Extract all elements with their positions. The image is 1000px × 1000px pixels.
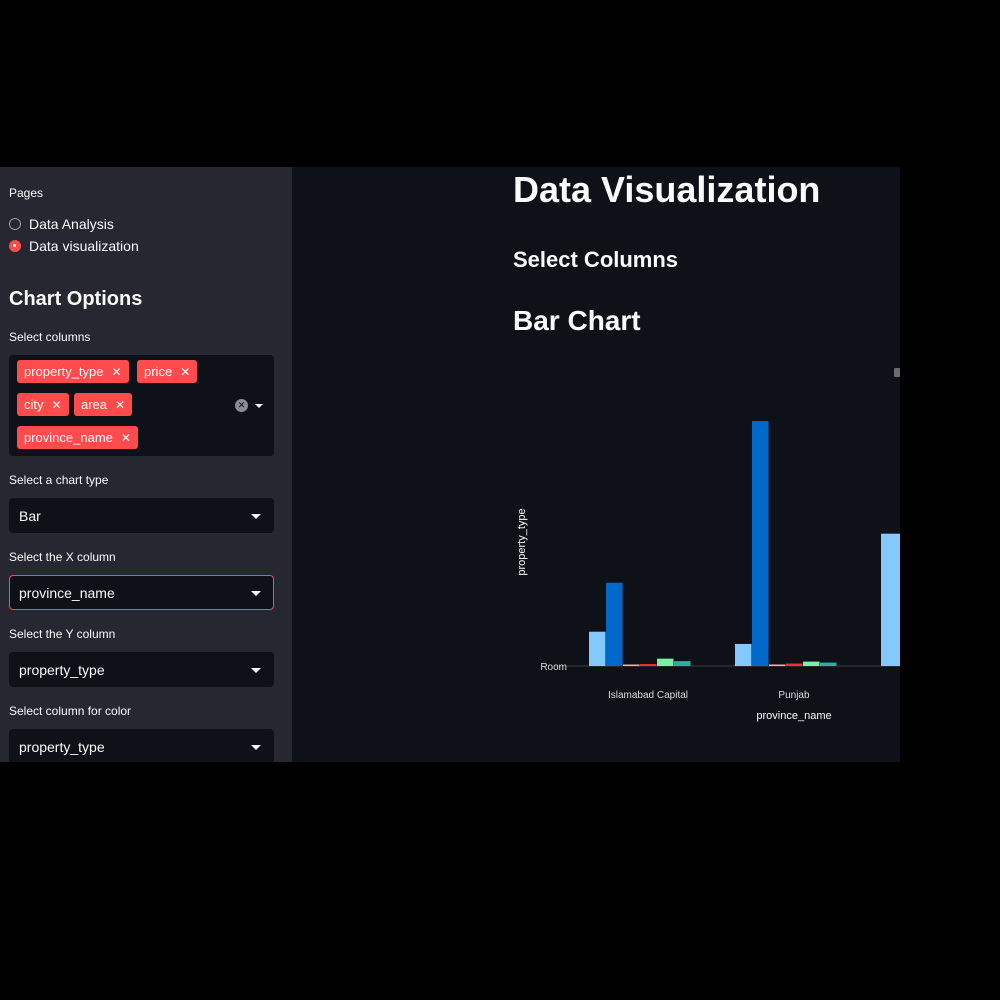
column-tag: city ✕	[17, 393, 69, 416]
chart-type-label: Select a chart type	[9, 473, 109, 487]
radio-label: Data Analysis	[29, 216, 114, 232]
page-title: Data Visualization	[513, 169, 821, 210]
bar	[674, 661, 691, 666]
close-icon[interactable]: ✕	[51, 397, 62, 412]
bar	[735, 643, 752, 666]
x-tick-label: Punjab	[778, 690, 810, 701]
column-tag-label: price	[144, 364, 173, 379]
pages-label: Pages	[9, 186, 44, 200]
bar-chart: Islamabad Capital Punjab Room province_name…	[516, 421, 900, 722]
column-tag: property_type ✕	[17, 360, 129, 383]
close-icon[interactable]: ✕	[111, 364, 122, 379]
select-columns-label: Select columns	[9, 330, 91, 344]
close-icon[interactable]: ✕	[180, 364, 191, 379]
chart-options-title: Chart Options	[9, 288, 143, 310]
close-icon[interactable]: ✕	[115, 397, 126, 412]
y-column-label: Select the Y column	[9, 627, 116, 641]
modebar-handle[interactable]	[894, 368, 900, 377]
bar	[606, 582, 623, 666]
bar	[623, 664, 640, 666]
x-column-label: Select the X column	[9, 550, 116, 564]
columns-multiselect[interactable]: property_type ✕ price ✕ city ✕ area ✕ pr…	[9, 355, 274, 456]
y-column-select[interactable]: property_type	[9, 652, 274, 687]
chart-type-select[interactable]: Bar	[9, 498, 274, 533]
color-column-value: property_type	[19, 738, 105, 755]
x-tick-label: Islamabad Capital	[608, 690, 688, 701]
x-column-select[interactable]: province_name	[9, 575, 274, 610]
bar	[657, 658, 674, 666]
y-column-value: property_type	[19, 661, 105, 678]
color-column-select[interactable]: property_type	[9, 729, 274, 762]
column-tag-label: property_type	[24, 364, 104, 379]
app-window: Pages Data Analysis Data visualization C…	[0, 167, 900, 762]
clear-circle-icon[interactable]: ✕	[235, 399, 248, 412]
column-tag: province_name ✕	[17, 426, 138, 449]
bar	[820, 662, 837, 666]
y-axis-title: property_type	[516, 508, 528, 575]
bar	[803, 661, 820, 666]
bar	[881, 533, 900, 666]
sidebar: Pages Data Analysis Data visualization C…	[0, 167, 292, 762]
bar	[589, 631, 606, 666]
chevron-down-icon	[251, 514, 261, 519]
column-tag-label: province_name	[24, 430, 113, 445]
radio-label: Data visualization	[29, 238, 139, 254]
close-icon[interactable]: ✕	[120, 430, 131, 445]
chevron-down-icon	[251, 668, 261, 673]
radio-checked-icon	[9, 240, 21, 252]
x-column-value: province_name	[19, 584, 115, 601]
column-tag: price ✕	[137, 360, 198, 383]
radio-data-visualization[interactable]: Data visualization	[9, 238, 139, 254]
column-tag: area ✕	[74, 393, 133, 416]
bar	[786, 663, 803, 666]
chevron-down-icon[interactable]	[255, 404, 263, 408]
color-column-label: Select column for color	[9, 704, 132, 718]
bar	[640, 664, 657, 666]
column-tag-label: area	[81, 397, 108, 412]
radio-icon	[9, 218, 21, 230]
x-axis-title: province_name	[756, 710, 831, 722]
select-columns-heading: Select Columns	[513, 247, 679, 272]
chart-type-value: Bar	[19, 507, 41, 524]
chevron-down-icon	[251, 591, 261, 596]
bar	[769, 664, 786, 666]
radio-data-analysis[interactable]: Data Analysis	[9, 216, 114, 232]
column-tag-label: city	[24, 397, 44, 412]
y-tick-label: Room	[540, 662, 567, 673]
chevron-down-icon	[251, 745, 261, 750]
chart-heading: Bar Chart	[513, 305, 641, 336]
bar	[752, 421, 769, 666]
